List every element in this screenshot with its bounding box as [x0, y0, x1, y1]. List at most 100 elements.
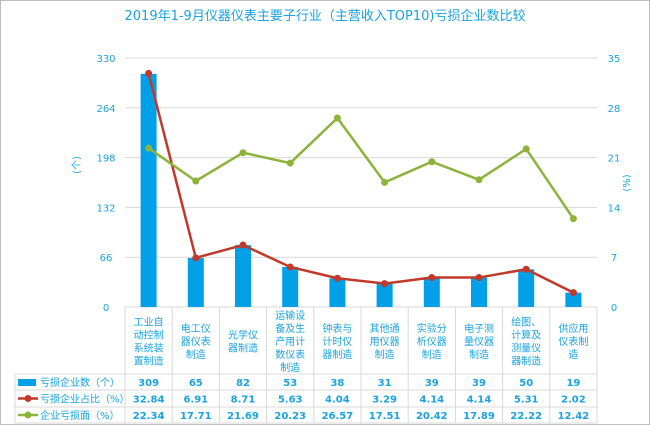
data-label: 17.71: [180, 411, 212, 422]
category-label: 制造: [469, 348, 489, 361]
line-point-2-7: [475, 176, 483, 184]
category-label: 置制造: [134, 355, 164, 368]
data-label: 50: [519, 378, 533, 389]
category-label: 电子测: [464, 322, 494, 335]
chart-title: 2019年1-9月仪器仪表主要子行业（主营收入TOP10)亏损企业数比较: [125, 8, 526, 24]
line-point-2-4: [333, 114, 341, 122]
line-point-2-8: [522, 145, 530, 153]
line-point-1-3: [286, 263, 294, 271]
legend-key-marker: [24, 411, 32, 419]
category-label: 仪表制: [558, 335, 588, 348]
legend-key-marker: [24, 395, 32, 402]
legend-key-bar: [18, 379, 36, 386]
legend-label: 企业亏损面（%）: [40, 409, 120, 422]
line-point-1-6: [428, 274, 436, 282]
data-label: 53: [283, 378, 297, 389]
category-label: 电工仪: [181, 322, 211, 335]
data-label: 12.42: [558, 411, 590, 422]
y-tick-left: 132: [96, 203, 115, 214]
line-point-2-6: [428, 158, 436, 166]
data-label: 20.23: [274, 411, 306, 422]
data-label: 38: [330, 378, 344, 389]
line-point-1-9: [569, 289, 577, 297]
y-tick-left: 198: [96, 154, 115, 165]
category-label: 其他通: [370, 322, 400, 335]
data-label: 3.29: [372, 395, 397, 406]
category-label: 制造: [375, 348, 395, 361]
y-tick-right: 21: [608, 154, 621, 165]
category-label: 器制造: [511, 355, 541, 368]
bar-2: [235, 245, 251, 307]
data-label: 5.63: [278, 395, 303, 406]
line-point-2-1: [192, 177, 200, 185]
category-label: 制造: [186, 348, 206, 361]
category-label: 光学仪: [228, 329, 258, 342]
y-tick-right: 7: [611, 253, 617, 264]
line-point-2-3: [286, 159, 294, 167]
data-label: 17.51: [369, 411, 401, 422]
line-point-2-9: [569, 215, 577, 223]
data-label: 31: [378, 378, 392, 389]
category-label: 计算及: [511, 329, 541, 342]
data-label: 19: [566, 378, 580, 389]
category-label: 产用计: [275, 335, 305, 348]
category-label: 制造: [280, 361, 300, 374]
data-label: 39: [472, 378, 486, 389]
category-label: 造: [568, 348, 578, 361]
data-label: 21.69: [227, 411, 259, 422]
category-label: 测量仪: [511, 342, 541, 355]
category-label: 运输设: [275, 309, 305, 322]
data-label: 82: [236, 378, 250, 389]
line-point-1-1: [192, 254, 200, 262]
data-label: 309: [138, 378, 159, 389]
line-point-1-5: [381, 280, 389, 288]
bar-8: [518, 269, 535, 307]
bar-0: [140, 73, 157, 307]
category-label: 实验分: [417, 322, 447, 335]
data-label: 17.89: [463, 411, 495, 422]
y-tick-right: 35: [608, 54, 621, 65]
category-label: 计时仪: [322, 335, 352, 348]
y-axis-label-right: (%): [622, 174, 633, 191]
category-label: 钟表与: [322, 322, 352, 335]
y-tick-right: 28: [608, 104, 621, 115]
line-series-1: [147, 73, 574, 294]
legend-label: 亏损企业数（个）: [40, 376, 120, 389]
data-label: 2.02: [561, 395, 586, 406]
bar-4: [329, 278, 346, 307]
line-point-2-0: [145, 144, 153, 152]
y-tick-left: 330: [96, 54, 115, 65]
category-label: 制造: [422, 348, 442, 361]
y-tick-left: 264: [96, 104, 115, 115]
bar-7: [471, 277, 487, 307]
category-label: 工业自: [134, 316, 164, 329]
line-point-2-2: [239, 149, 247, 157]
y-tick-left: 66: [100, 253, 113, 264]
data-label: 4.04: [325, 395, 350, 406]
data-label: 32.84: [133, 395, 165, 406]
category-label: 器仪表: [181, 335, 211, 348]
category-label: 器制造: [228, 342, 258, 355]
line-point-1-2: [239, 241, 247, 249]
category-label: 动控制: [134, 329, 164, 342]
y-tick-left: 0: [103, 303, 109, 314]
data-label: 5.31: [514, 395, 539, 406]
category-label: 量仪器: [464, 336, 494, 348]
y-tick-right: 0: [611, 303, 617, 314]
line-point-1-4: [333, 274, 341, 282]
data-label: 26.57: [322, 411, 354, 422]
line-series-2: [147, 116, 575, 220]
data-label: 4.14: [419, 395, 444, 406]
bar-5: [376, 283, 393, 307]
bar-9: [565, 292, 582, 307]
category-label: 用仪器: [370, 336, 400, 348]
line-point-2-5: [381, 178, 389, 186]
bar-6: [423, 277, 440, 307]
data-label: 65: [189, 378, 203, 389]
data-label: 22.34: [133, 411, 165, 422]
line-point-1-8: [522, 265, 530, 273]
category-label: 数仪表: [275, 348, 305, 361]
data-label: 20.42: [416, 411, 448, 422]
bar-3: [282, 267, 299, 307]
